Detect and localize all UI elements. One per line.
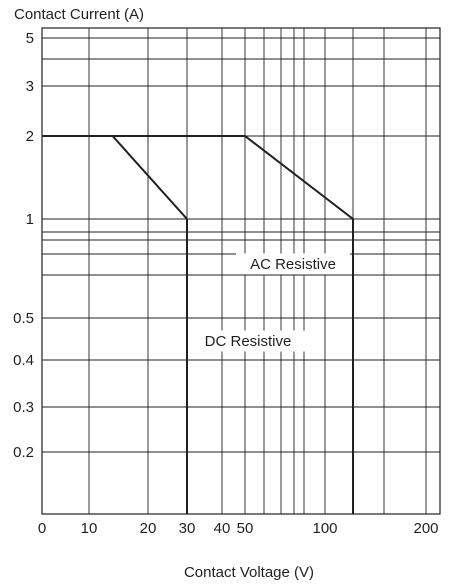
x-tick-label: 40 — [214, 520, 231, 537]
dc-resistive-label: DC Resistive — [205, 333, 292, 350]
x-tick-label: 50 — [237, 520, 254, 537]
dc-resistive-label-bg — [191, 330, 305, 352]
x-tick-labels: 0 10 20 30 40 50 100 200 — [38, 520, 439, 537]
y-tick-label: 0.2 — [13, 444, 34, 461]
x-tick-label: 10 — [81, 520, 98, 537]
y-tick-label: 0.5 — [13, 310, 34, 327]
y-tick-label: 2 — [26, 128, 34, 145]
x-tick-label: 30 — [179, 520, 196, 537]
y-tick-label: 0.3 — [13, 399, 34, 416]
x-axis-title: Contact Voltage (V) — [184, 564, 314, 581]
y-tick-labels: 5 3 2 1 0.5 0.4 0.3 0.2 — [13, 30, 34, 461]
y-tick-label: 1 — [26, 211, 34, 228]
ac-resistive-label: AC Resistive — [250, 256, 336, 273]
y-tick-label: 3 — [26, 78, 34, 95]
x-tick-label: 200 — [413, 520, 438, 537]
series-annotations: AC Resistive DC Resistive — [191, 253, 350, 352]
horizontal-gridlines — [42, 37, 440, 453]
y-tick-label: 0.4 — [13, 352, 34, 369]
plot-frame — [41, 27, 441, 515]
ac-resistive-label-bg — [236, 253, 350, 275]
series-lines — [42, 135, 354, 514]
series-line-ac-resistive — [42, 135, 354, 514]
series-line-dc-resistive — [42, 135, 188, 514]
y-axis-title: Contact Current (A) — [14, 6, 144, 23]
x-tick-label: 100 — [312, 520, 337, 537]
x-tick-label: 0 — [38, 520, 46, 537]
x-tick-label: 20 — [140, 520, 157, 537]
y-tick-label: 5 — [26, 30, 34, 47]
